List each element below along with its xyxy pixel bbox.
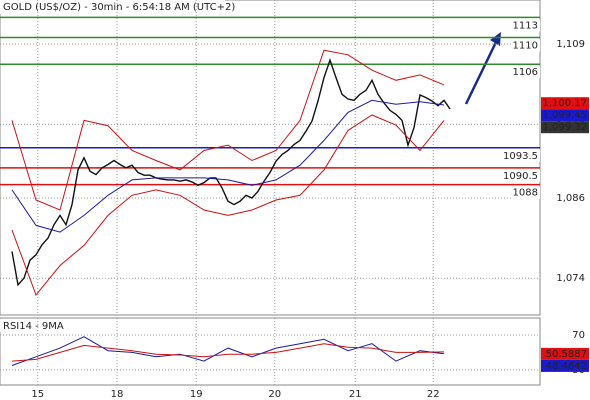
level-label-box <box>512 39 540 52</box>
x-tick-label: 21 <box>349 389 362 400</box>
series-line <box>11 336 445 366</box>
series-line <box>11 114 445 296</box>
price-tag <box>541 121 589 134</box>
series-line <box>11 49 445 211</box>
series-line <box>11 99 445 233</box>
value-tag-label: 48.4642 <box>546 361 587 372</box>
level-label: 1093.5 <box>503 151 538 162</box>
y-tick-label: 70 <box>572 330 585 341</box>
y-tick-label: 1,074 <box>556 273 585 284</box>
level-label: 1090.5 <box>503 171 538 182</box>
rsi-title: RSI14 - 9MA <box>3 321 64 332</box>
level-label: 1113 <box>513 20 538 31</box>
level-label-box <box>512 186 540 199</box>
price-tag-label: 1,099.45 <box>542 110 587 121</box>
value-tag <box>541 359 589 372</box>
y-tick-label: 1,109 <box>556 39 585 50</box>
x-tick-label: 22 <box>427 389 440 400</box>
x-tick-label: 18 <box>111 389 124 400</box>
level-label-box <box>512 169 540 182</box>
level-label: 1110 <box>513 40 538 51</box>
x-tick-label: 19 <box>190 389 203 400</box>
level-label-box <box>512 149 540 162</box>
rsi-frame <box>0 317 541 386</box>
level-label-box <box>512 19 540 32</box>
title-box <box>0 0 225 14</box>
value-tag-label: 50.5887 <box>546 349 587 360</box>
x-tick-label: 20 <box>268 389 281 400</box>
price-tag <box>541 109 589 122</box>
price-tag-label: 1,099.32 <box>542 122 587 133</box>
level-label: 1106 <box>513 67 538 78</box>
chart-title: GOLD (US$/OZ) - 30min - 6:54:18 AM (UTC+… <box>3 2 235 13</box>
price-tag <box>541 97 589 110</box>
trend-arrow <box>464 37 500 105</box>
price-tag-label: 1,100.17 <box>542 98 587 109</box>
y-tick-label: 1,086 <box>556 193 585 204</box>
value-tag <box>541 347 589 360</box>
x-tick-label: 15 <box>31 389 44 400</box>
rsi-title-box <box>0 319 68 332</box>
level-label: 1088 <box>513 188 538 199</box>
series-line <box>11 343 445 362</box>
arrow-head <box>490 32 501 46</box>
level-label-box <box>512 66 540 79</box>
series-line <box>11 58 451 287</box>
